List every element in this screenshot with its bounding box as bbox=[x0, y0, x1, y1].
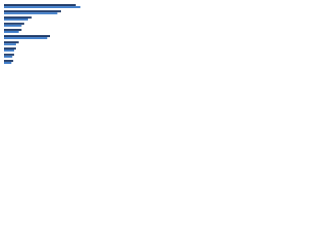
bar bbox=[4, 6, 81, 9]
bar bbox=[4, 4, 76, 7]
bar bbox=[4, 55, 13, 58]
bar bbox=[4, 16, 32, 19]
bar bbox=[4, 47, 16, 50]
bar bbox=[4, 53, 15, 56]
bar bbox=[4, 24, 22, 27]
bar bbox=[4, 59, 14, 62]
chart bbox=[4, 4, 81, 64]
bar bbox=[4, 30, 19, 33]
bar bbox=[4, 18, 28, 21]
bar bbox=[4, 61, 12, 64]
bar bbox=[4, 12, 58, 15]
bar bbox=[4, 10, 62, 13]
bar bbox=[4, 49, 15, 52]
bar bbox=[4, 41, 19, 44]
bar bbox=[4, 37, 48, 40]
bar bbox=[4, 28, 22, 31]
bar bbox=[4, 35, 50, 38]
page: {"chart_data": {"type": "hbar", "categor… bbox=[0, 0, 320, 71]
bar bbox=[4, 22, 25, 25]
bar bbox=[4, 43, 16, 46]
